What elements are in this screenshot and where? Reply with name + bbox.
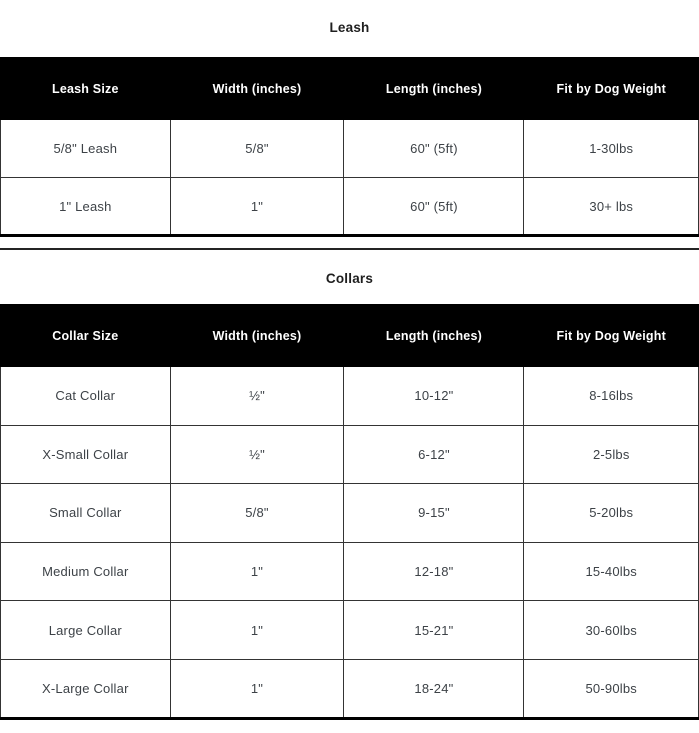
table-cell: 5/8" [169, 119, 345, 178]
leash-table-header-row: Leash Size Width (inches) Length (inches) F… [0, 57, 699, 120]
table-cell: Medium Collar [0, 541, 171, 602]
table-row: 5/8" Leash 5/8" 60" (5ft) 1-30lbs [0, 119, 699, 178]
table-cell: 30-60lbs [523, 600, 699, 660]
table-row: Cat Collar ½" 10-12" 8-16lbs [0, 366, 699, 426]
table-cell: 18-24" [343, 658, 525, 719]
table-cell: 1" [169, 177, 345, 236]
column-header: Fit by Dog Weight [523, 57, 699, 120]
table-cell: 30+ lbs [523, 177, 699, 236]
table-cell: 10-12" [343, 366, 525, 426]
leash-section-title: Leash [329, 20, 370, 35]
table-cell: 1" Leash [0, 177, 171, 236]
table-cell: 6-12" [343, 424, 525, 485]
column-header: Fit by Dog Weight [523, 304, 699, 367]
table-cell: 50-90lbs [523, 658, 699, 719]
table-row: X-Small Collar ½" 6-12" 2-5lbs [0, 424, 699, 485]
column-header: Collar Size [0, 304, 171, 367]
leash-size-table: Leash Size Width (inches) Length (inches) F… [0, 57, 699, 237]
table-cell: 60" (5ft) [343, 177, 525, 236]
table-cell: Large Collar [0, 600, 171, 660]
column-header: Length (inches) [343, 57, 525, 120]
column-header: Leash Size [0, 57, 171, 120]
table-cell: 5/8" [169, 483, 345, 543]
table-cell: ½" [169, 424, 345, 485]
collars-section: Collars Collar Size Width (inches) Length … [0, 271, 699, 720]
table-row: 1" Leash 1" 60" (5ft) 30+ lbs [0, 177, 699, 236]
table-cell: X-Large Collar [0, 658, 171, 719]
section-divider [0, 248, 699, 250]
table-cell: 15-40lbs [523, 541, 699, 602]
table-cell: 9-15" [343, 483, 525, 543]
table-row: Small Collar 5/8" 9-15" 5-20lbs [0, 483, 699, 543]
collar-table-header-row: Collar Size Width (inches) Length (inches)… [0, 304, 699, 367]
table-cell: 15-21" [343, 600, 525, 660]
table-cell: 1" [169, 541, 345, 602]
table-cell: 1" [169, 600, 345, 660]
column-header: Width (inches) [169, 304, 345, 367]
table-cell: Small Collar [0, 483, 171, 543]
table-row: X-Large Collar 1" 18-24" 50-90lbs [0, 658, 699, 719]
leash-section: Leash Leash Size Width (inches) Length (in… [0, 20, 699, 237]
table-cell: 60" (5ft) [343, 119, 525, 178]
collars-section-title: Collars [325, 271, 374, 286]
table-cell: 5-20lbs [523, 483, 699, 543]
table-cell: 12-18" [343, 541, 525, 602]
table-row: Large Collar 1" 15-21" 30-60lbs [0, 600, 699, 660]
table-cell: Cat Collar [0, 366, 171, 426]
collar-size-table: Collar Size Width (inches) Length (inches)… [0, 304, 699, 720]
table-cell: 2-5lbs [523, 424, 699, 485]
table-cell: ½" [169, 366, 345, 426]
column-header: Length (inches) [343, 304, 525, 367]
table-cell: 1-30lbs [523, 119, 699, 178]
table-row: Medium Collar 1" 12-18" 15-40lbs [0, 541, 699, 602]
table-cell: 5/8" Leash [0, 119, 171, 178]
table-cell: 1" [169, 658, 345, 719]
table-cell: 8-16lbs [523, 366, 699, 426]
table-cell: X-Small Collar [0, 424, 171, 485]
column-header: Width (inches) [169, 57, 345, 120]
